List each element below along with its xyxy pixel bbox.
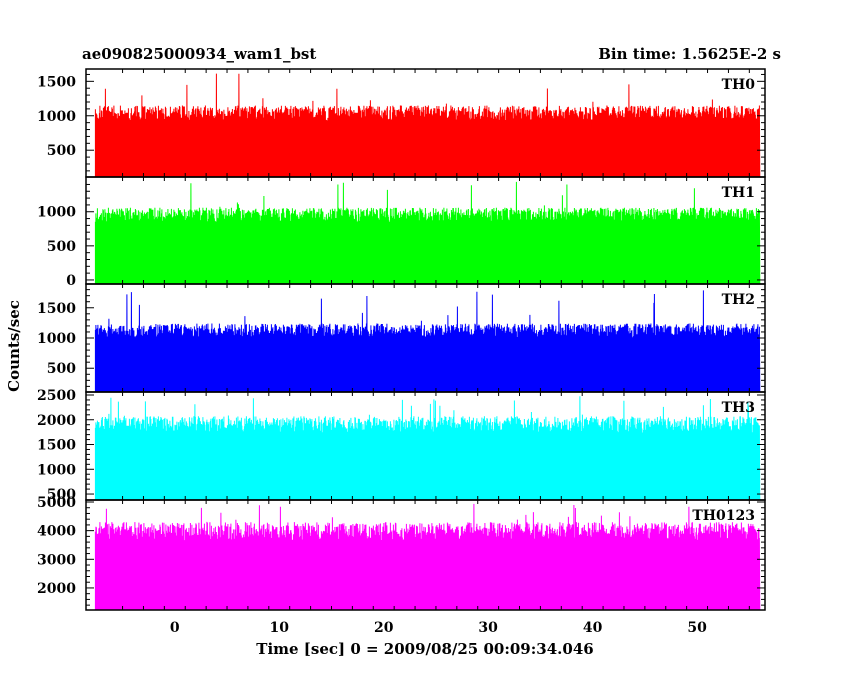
x-tick-label: 20 [374,620,394,636]
y-tick-label: 500 [47,239,76,255]
panel-label-th1: TH1 [722,185,755,201]
panel-th3: 500 1000 1500 2000 2500 TH3 [37,388,766,503]
y-tick-label: 4000 [37,524,76,540]
y-tick-label: 2000 [37,581,76,597]
y-tick-label: 2500 [37,388,76,404]
y-tick-label: 0 [66,273,76,289]
header-right-bin-time: Bin time: 1.5625E-2 s [598,45,781,63]
panel-th0: 500 1000 1500 TH0 [37,68,766,178]
panel-th0123: 2000 3000 4000 5000 TH0123 [37,495,766,611]
y-tick-label: 1500 [37,74,76,90]
y-tick-label: 1500 [37,438,76,454]
x-tick-labels: 0 10 20 30 40 50 [170,620,707,636]
panel-label-th0: TH0 [722,77,756,93]
panel-th2: 500 1000 1500 TH2 [37,283,766,393]
panel-th1: 0 500 1000 TH1 [37,176,766,289]
panel-label-th3: TH3 [722,400,755,416]
y-tick-label: 5000 [37,495,76,511]
x-tick-label: 50 [687,620,707,636]
series-th3 [94,396,761,500]
x-axis-label: Time [sec] 0 = 2009/08/25 00:09:34.046 [256,640,593,658]
y-tick-label: 500 [47,361,76,377]
y-tick-label: 500 [47,487,76,503]
x-tick-label: 30 [478,620,498,636]
y-tick-label: 1500 [37,301,76,317]
panel-label-th2: TH2 [722,292,755,308]
x-tick-label: 40 [583,620,603,636]
y-axis-label: Counts/sec [5,300,23,392]
y-tick-label: 1000 [37,331,76,347]
y-tick-label: 1000 [37,462,76,478]
x-tick-label: 0 [170,620,180,636]
x-tick-label: 10 [270,620,290,636]
y-tick-label: 1000 [37,205,76,221]
y-tick-label: 2000 [37,413,76,429]
header-left-title: ae090825000934_wam1_bst [82,45,316,63]
y-tick-label: 3000 [37,552,76,568]
series-th2 [94,290,761,392]
panel-label-th0123: TH0123 [692,508,755,524]
y-tick-label: 500 [47,143,76,159]
series-th0123 [94,503,761,610]
y-tick-label: 1000 [37,109,76,125]
series-th0 [94,73,761,177]
series-th1 [94,181,761,284]
panel-frame [85,499,766,611]
